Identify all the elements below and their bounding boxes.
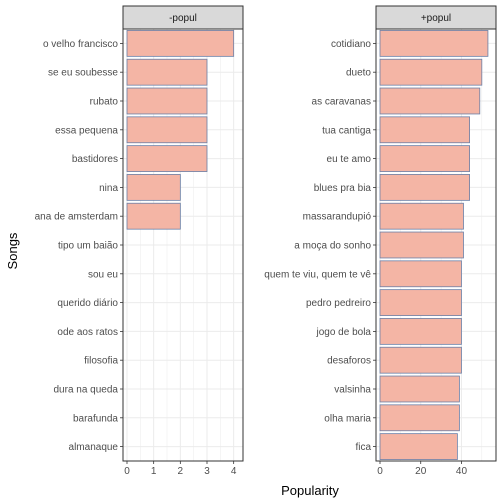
y-tick-label: cotidiano xyxy=(331,39,371,50)
x-tick-label: 4 xyxy=(231,466,237,477)
bar xyxy=(126,30,235,57)
facet-strip-label: -popul xyxy=(169,13,197,24)
x-tick-label: 3 xyxy=(204,466,210,477)
y-tick-label: filosofia xyxy=(84,356,118,367)
x-tick-label: 2 xyxy=(178,466,184,477)
y-tick-label: fica xyxy=(355,442,371,453)
y-tick-label: a moça do sonho xyxy=(294,241,371,252)
bar xyxy=(379,260,462,288)
bar xyxy=(126,174,181,201)
y-tick-label: massarandupió xyxy=(303,212,372,223)
facet-strip-label: +popul xyxy=(421,13,451,24)
y-tick-label: o velho francisco xyxy=(43,39,118,50)
x-tick-label: 0 xyxy=(124,466,130,477)
x-tick-label: 1 xyxy=(151,466,157,477)
y-tick-label: querido diário xyxy=(57,298,118,309)
panels: -popul o velho francisco se eu soubesse rub… xyxy=(35,5,497,477)
x-tick-label: 0 xyxy=(377,466,383,477)
y-tick-label: essa pequena xyxy=(55,125,118,136)
bar xyxy=(379,30,489,57)
y-tick-label: valsinha xyxy=(334,385,371,396)
panel-0: -popul o velho francisco se eu soubesse rub… xyxy=(35,5,244,477)
y-tick-label: ana de amsterdam xyxy=(35,212,118,223)
bar xyxy=(379,231,464,259)
bar xyxy=(379,58,483,86)
bar xyxy=(379,404,460,432)
bar xyxy=(126,87,208,115)
y-tick-label: barafunda xyxy=(73,413,118,424)
y-tick-label: tipo um baião xyxy=(58,241,118,252)
y-tick-label: tua cantiga xyxy=(322,125,371,136)
y-tick-label: sou eu xyxy=(88,269,118,280)
y-tick-label: blues pra bia xyxy=(314,183,372,194)
y-axis-title: Songs xyxy=(5,232,20,269)
bar xyxy=(379,433,458,460)
y-tick-label: pedro pedreiro xyxy=(306,298,371,309)
y-tick-label: dueto xyxy=(346,68,371,79)
bar xyxy=(126,145,208,172)
y-tick-label: quem te viu, quem te vê xyxy=(264,269,371,280)
bar xyxy=(126,202,181,230)
y-tick-label: desaforos xyxy=(327,356,371,367)
y-tick-label: rubato xyxy=(90,97,119,108)
y-tick-label: eu te amo xyxy=(327,154,372,165)
bar xyxy=(379,116,470,144)
panel-border xyxy=(375,28,497,462)
bar xyxy=(379,202,464,230)
bar xyxy=(379,87,481,115)
bar xyxy=(379,289,462,316)
bar xyxy=(379,318,462,345)
y-tick-label: almanaque xyxy=(69,442,119,453)
bar xyxy=(126,116,208,144)
bar xyxy=(126,58,208,86)
x-tick-label: 40 xyxy=(456,466,468,477)
y-tick-label: nina xyxy=(99,183,118,194)
bar xyxy=(379,145,470,172)
panel-border xyxy=(122,28,244,462)
panel-1: +popul cotidiano dueto as caravanas tua cant… xyxy=(264,5,497,477)
y-tick-label: jogo de bola xyxy=(316,327,372,338)
x-tick-label: 20 xyxy=(415,466,427,477)
y-tick-label: ode aos ratos xyxy=(57,327,118,338)
bar xyxy=(379,375,460,403)
x-axis-title: Popularity xyxy=(281,483,339,498)
y-tick-label: dura na queda xyxy=(53,385,118,396)
y-tick-label: olha maria xyxy=(324,413,371,424)
bar xyxy=(379,346,462,374)
y-tick-label: bastidores xyxy=(72,154,118,165)
y-tick-label: se eu soubesse xyxy=(48,68,118,79)
y-tick-label: as caravanas xyxy=(312,97,371,108)
bar xyxy=(379,174,470,201)
